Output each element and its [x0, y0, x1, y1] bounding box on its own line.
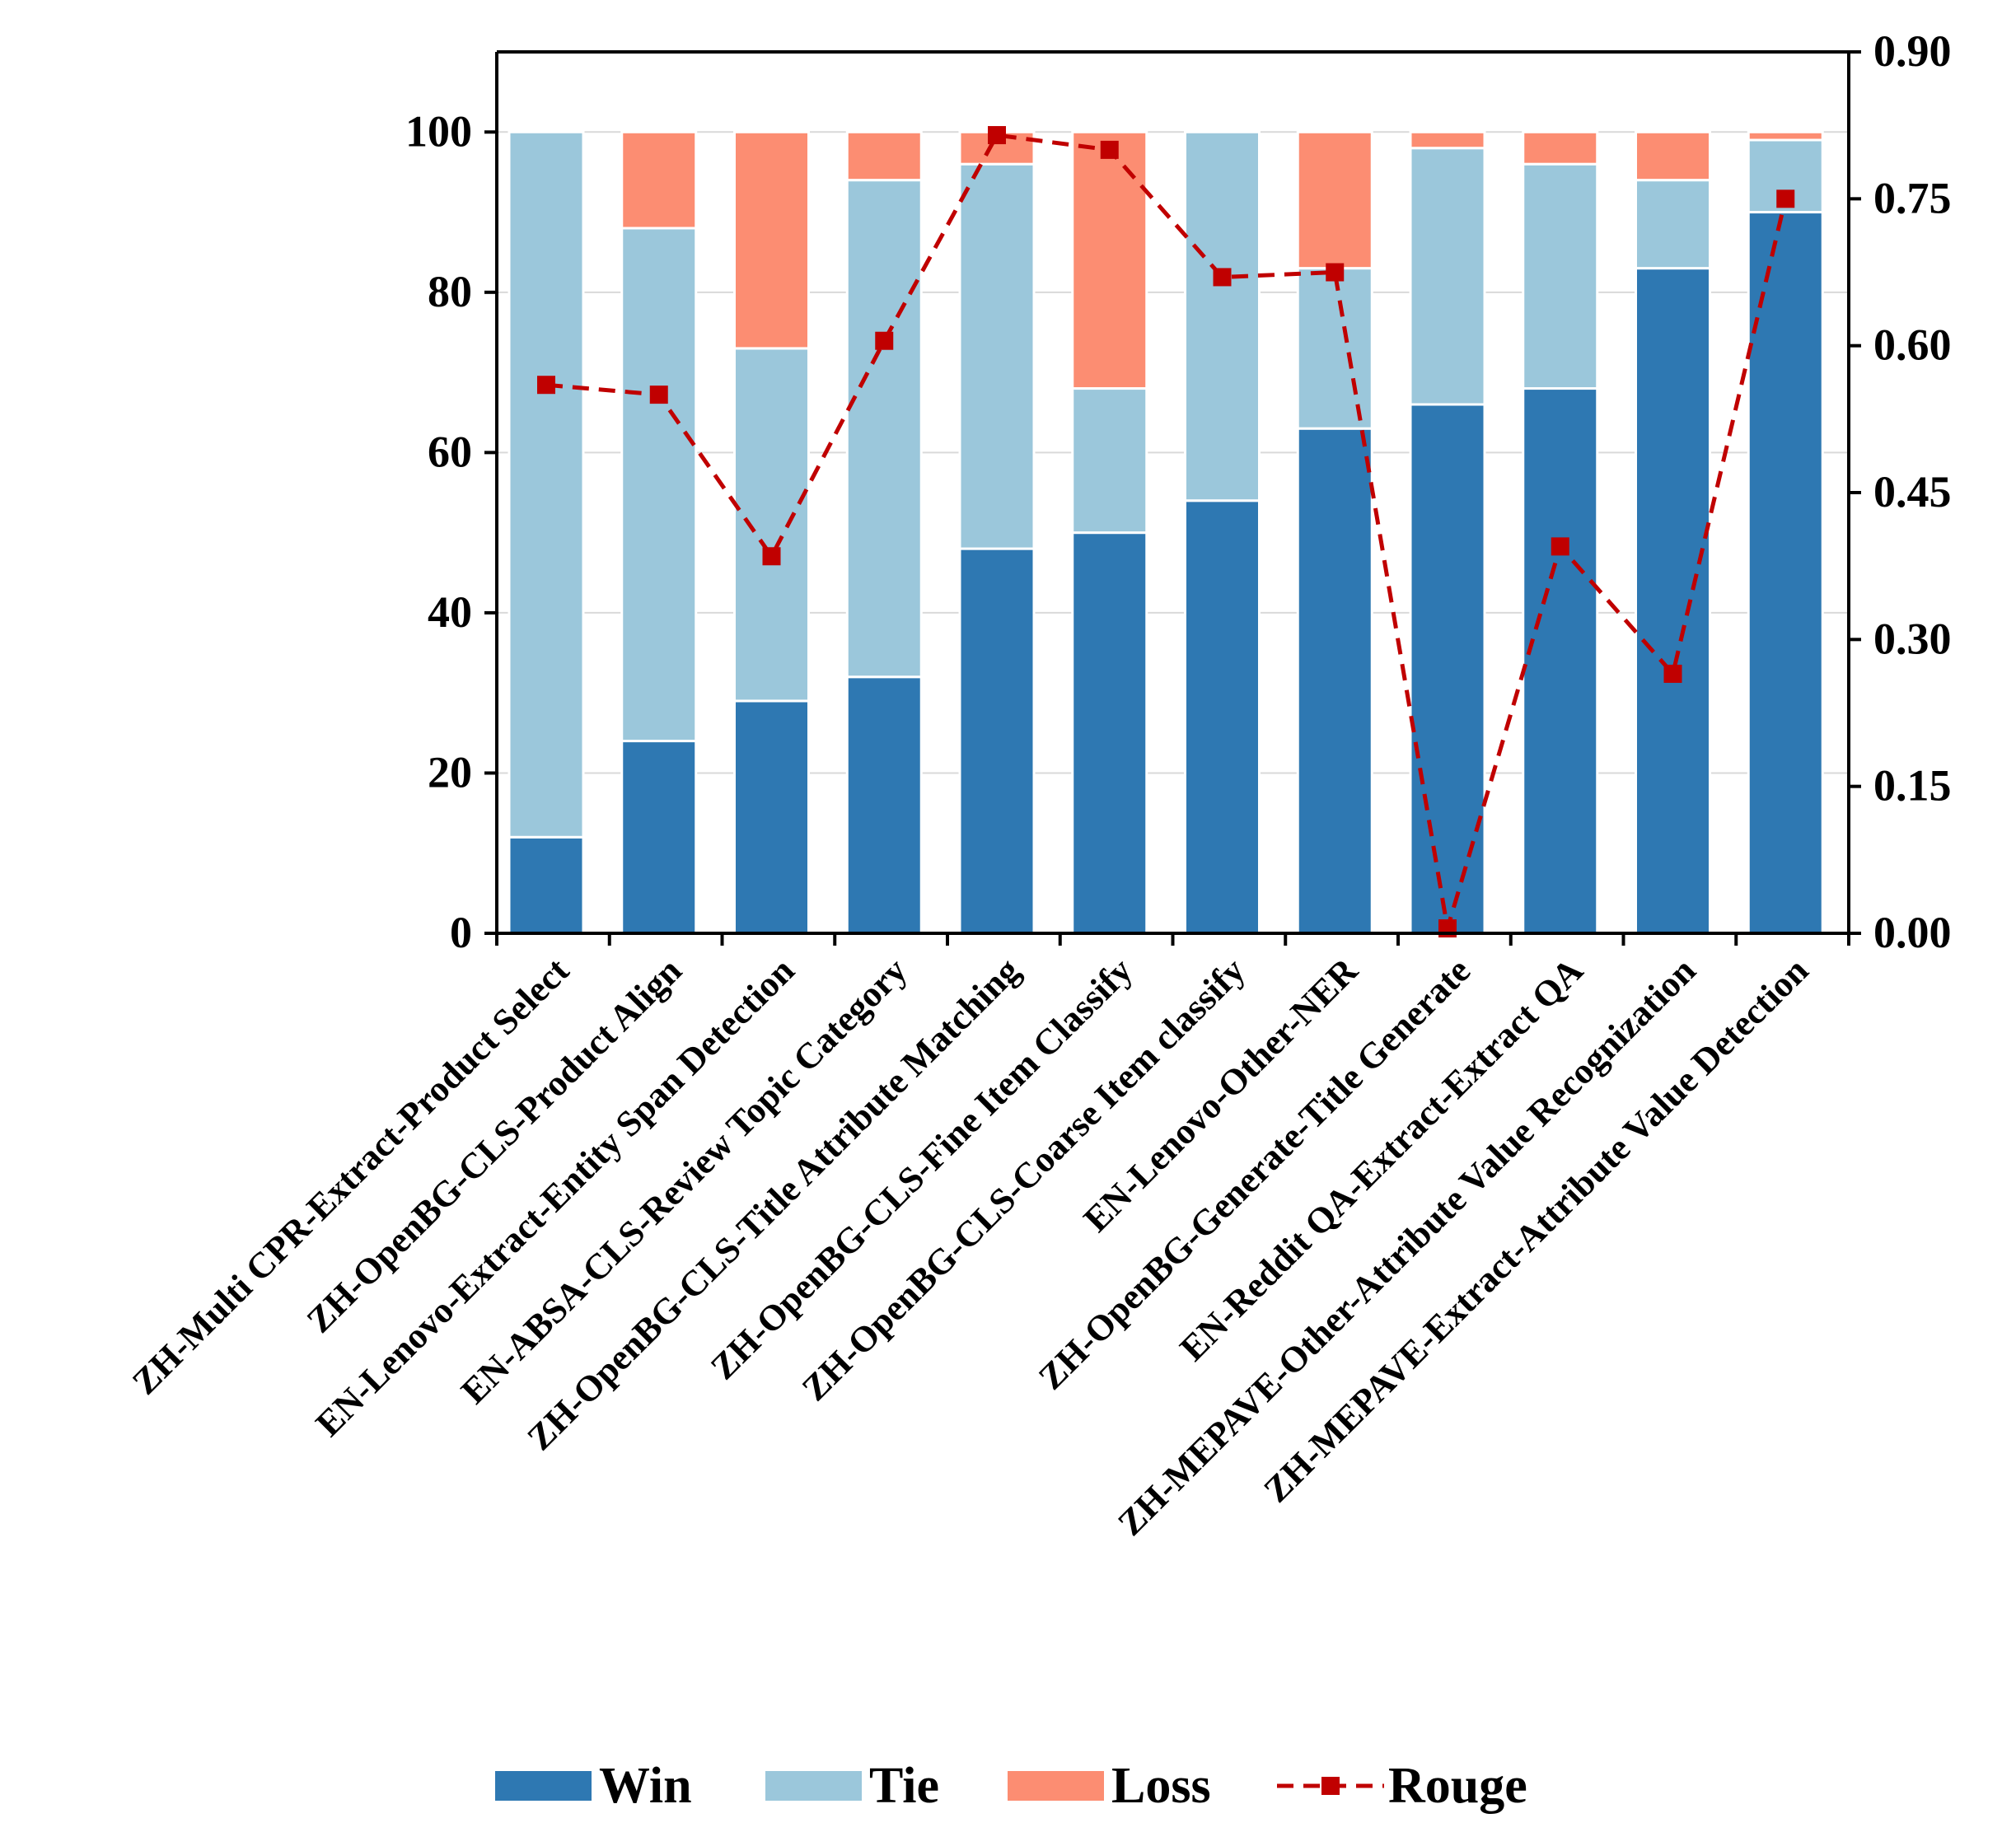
rouge-point [1776, 189, 1795, 208]
y2-tick-label: 0.30 [1873, 614, 1952, 663]
rouge-line-series [537, 126, 1795, 938]
bar-loss [845, 130, 923, 182]
legend-swatch-win [495, 1771, 592, 1801]
legend-swatch-loss [1008, 1771, 1104, 1801]
rouge-point [1213, 268, 1232, 287]
legend: Win Tie Loss Rouge [495, 1758, 1527, 1814]
bar-tie [845, 179, 923, 679]
legend-label-tie: Tie [869, 1758, 939, 1814]
legend-swatch-tie [765, 1771, 862, 1801]
rouge-point [1551, 537, 1569, 556]
bar-tie [958, 162, 1036, 550]
bar-loss [733, 130, 810, 350]
y-tick-label: 60 [428, 427, 472, 476]
y2-tick-label: 0.15 [1873, 761, 1952, 811]
rouge-point [537, 376, 555, 395]
bar-win [1522, 387, 1599, 935]
bar-tie [1296, 267, 1373, 430]
y-tick-label: 80 [428, 267, 472, 316]
bar-win [1747, 211, 1824, 935]
axes [484, 50, 1861, 946]
y-tick-label: 20 [428, 747, 472, 797]
rouge-point [875, 331, 894, 350]
y2-tick-label: 0.75 [1873, 173, 1952, 222]
bar-tie [1635, 179, 1711, 270]
x-tick-label: ZH-OpenBG-CLS-Fine Item Classify [703, 950, 1140, 1387]
x-tick-label: EN-Reddit QA-Extract-Extract QA [1172, 950, 1591, 1368]
bar-loss [1635, 130, 1711, 182]
bar-win [958, 547, 1036, 935]
bar-win [508, 835, 585, 935]
bar-tie [508, 130, 585, 839]
gridlines [497, 131, 1849, 774]
rouge-point [1663, 664, 1682, 683]
bar-loss [1409, 130, 1486, 150]
bar-tie [1522, 162, 1599, 390]
bar-win [1635, 267, 1711, 935]
y2-tick-label: 0.00 [1873, 908, 1952, 957]
bars [508, 130, 1824, 935]
y2-tick-label: 0.60 [1873, 320, 1952, 370]
bar-win [1296, 427, 1373, 935]
bar-win [1184, 499, 1261, 935]
y-tick-label: 100 [405, 106, 472, 156]
bar-win [845, 675, 923, 935]
y-tick-label: 0 [450, 908, 472, 957]
y2-tick-label: 0.45 [1873, 467, 1952, 516]
bar-tie [733, 347, 810, 703]
rouge-point [1100, 140, 1119, 159]
bar-loss [1522, 130, 1599, 166]
bar-tie [1071, 387, 1148, 535]
bar-loss [1747, 130, 1824, 142]
rouge-point [988, 126, 1006, 145]
legend-marker-rouge [1321, 1777, 1340, 1795]
bar-tie [1409, 147, 1486, 406]
rouge-point [1326, 263, 1345, 282]
rouge-line [545, 133, 1788, 929]
bar-tie [1184, 130, 1261, 502]
bar-win [733, 699, 810, 935]
legend-label-loss: Loss [1111, 1758, 1211, 1814]
bar-win [1409, 403, 1486, 935]
y-tick-label: 40 [428, 587, 472, 637]
bar-win [1071, 531, 1148, 935]
bar-loss [1296, 130, 1373, 270]
rouge-point [649, 386, 668, 404]
bar-loss [620, 130, 698, 230]
legend-label-rouge: Rouge [1388, 1758, 1527, 1814]
x-tick-label: ZH-MEPAVE-Extract-Attribute Value Detect… [1256, 950, 1816, 1510]
rouge-point [762, 547, 781, 566]
legend-label-win: Win [599, 1758, 692, 1814]
bar-tie [620, 227, 698, 743]
y2-tick-label: 0.90 [1873, 26, 1952, 76]
bar-win [620, 740, 698, 935]
bar-loss [1071, 130, 1148, 390]
